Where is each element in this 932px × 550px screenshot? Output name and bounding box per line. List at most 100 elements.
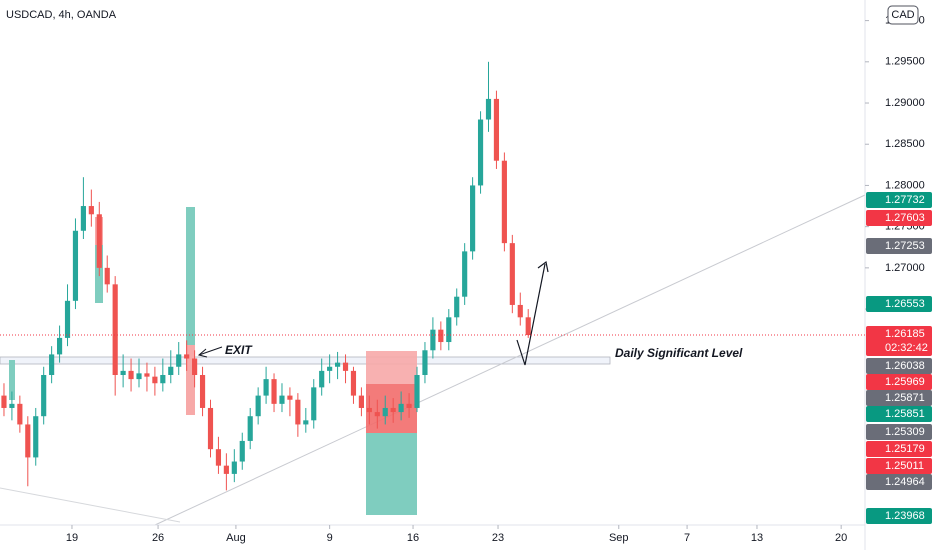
- x-tick-label: Sep: [609, 532, 629, 544]
- candle-body: [485, 98, 492, 120]
- arrow-head: [537, 260, 549, 273]
- candle-body: [303, 420, 309, 425]
- candle-body: [342, 362, 349, 371]
- candle-body: [414, 375, 420, 408]
- candle-body: [176, 354, 182, 367]
- candle-body: [96, 214, 102, 268]
- x-tick-label: Aug: [226, 532, 246, 544]
- candle-body: [501, 160, 507, 244]
- candle-body: [374, 412, 380, 417]
- candle-body: [509, 243, 515, 305]
- candle-body: [192, 358, 198, 375]
- x-tick-label: 20: [835, 532, 847, 544]
- candle-body: [263, 379, 269, 396]
- candle-body: [470, 185, 476, 252]
- candle-body: [454, 296, 460, 318]
- price-tag-label: 1.27253: [885, 240, 925, 252]
- price-tag: [866, 192, 932, 208]
- candle-body: [398, 403, 404, 413]
- candle-body: [287, 395, 293, 400]
- candle-body: [56, 337, 63, 355]
- candle-body: [144, 373, 150, 377]
- candle-body: [358, 395, 364, 408]
- candle-body: [366, 407, 372, 413]
- annotation: EXIT: [225, 343, 253, 357]
- candle-body: [255, 395, 261, 417]
- price-tag-label: 1.27603: [885, 212, 925, 224]
- x-tick-label: 23: [492, 532, 504, 544]
- candle-body: [160, 375, 166, 384]
- candle-body: [88, 206, 94, 215]
- candle-body: [438, 329, 444, 343]
- candle-body: [279, 395, 285, 404]
- candle-body: [25, 424, 31, 458]
- y-tick-label: 1.29500: [885, 56, 925, 68]
- x-tick-label: 7: [684, 532, 690, 544]
- daily-level-zone: [0, 356, 611, 365]
- price-tag: [866, 458, 932, 474]
- x-tick-label: 9: [327, 532, 333, 544]
- stop-zone: [186, 345, 195, 415]
- candle-body: [239, 440, 245, 462]
- y-tick-label: 1.28500: [885, 138, 925, 150]
- candle-body: [168, 366, 174, 375]
- arrow-head: [197, 348, 208, 358]
- candle-body: [207, 407, 214, 450]
- candle-body: [382, 407, 388, 417]
- candle-body: [271, 379, 277, 404]
- projection-arrow: [516, 263, 546, 366]
- annotation: Daily Significant Level: [615, 346, 743, 360]
- candle-body: [215, 449, 222, 466]
- price-tag: [866, 390, 932, 406]
- price-tag-label: 1.25309: [885, 426, 925, 438]
- candle-body: [49, 354, 55, 375]
- price-tag-label: 1.26185: [885, 328, 925, 340]
- x-tick-label: 26: [152, 532, 164, 544]
- y-tick-label: 1.29000: [885, 97, 925, 109]
- candle-body: [350, 370, 357, 396]
- candle-body: [152, 376, 158, 384]
- y-tick-label: 1.28000: [885, 179, 925, 191]
- candle-body: [319, 370, 325, 388]
- x-tick-label: 16: [407, 532, 419, 544]
- candle-body: [72, 230, 79, 301]
- price-tag-label: 1.26553: [885, 298, 925, 310]
- stop-zone-light: [366, 351, 417, 384]
- price-tag-label: 1.25871: [885, 392, 925, 404]
- price-tag: [866, 210, 932, 226]
- candle-body: [184, 354, 190, 359]
- candle-body: [104, 267, 110, 285]
- candle-body: [477, 119, 484, 186]
- candle-body: [327, 366, 333, 371]
- target-zone: [9, 360, 15, 400]
- price-tag-label: 1.25969: [885, 376, 925, 388]
- price-tag-label: 1.24964: [885, 476, 925, 488]
- candle-body: [406, 403, 412, 408]
- price-tag: [866, 406, 932, 422]
- x-tick-label: 19: [66, 532, 78, 544]
- candle-body: [493, 98, 500, 161]
- price-tag: [866, 374, 932, 390]
- candle-body: [311, 387, 317, 421]
- candle-body: [223, 465, 229, 474]
- price-tag: [866, 358, 932, 374]
- currency-badge: [887, 5, 919, 25]
- candle-body: [199, 375, 206, 408]
- trend-line: [0, 487, 181, 523]
- candle-body: [41, 375, 47, 417]
- price-tag-label: 1.25179: [885, 443, 925, 455]
- candle-body: [231, 461, 237, 474]
- candle-body: [462, 251, 468, 297]
- price-tag: [866, 474, 932, 490]
- candle-body: [247, 416, 253, 441]
- price-tag-label: 1.27732: [885, 194, 925, 206]
- candles: [1, 61, 531, 491]
- candle-body: [430, 329, 436, 351]
- trend-line: [154, 194, 866, 526]
- candle-body: [1, 395, 7, 408]
- price-tag: [866, 424, 932, 440]
- candle-body: [80, 206, 86, 231]
- candle-body: [128, 370, 134, 380]
- target-zone: [186, 207, 195, 345]
